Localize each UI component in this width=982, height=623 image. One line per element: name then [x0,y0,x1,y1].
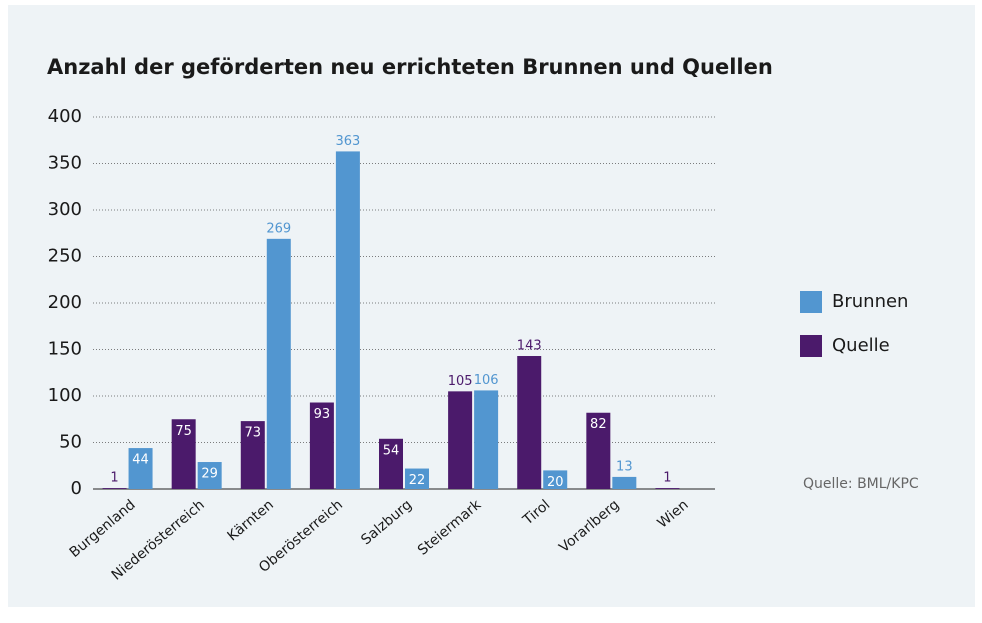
data-label: 82 [590,417,607,432]
data-label: 75 [175,424,192,439]
y-tick-label: 400 [48,106,82,127]
source-note: Quelle: BML/KPC [803,476,919,492]
y-tick-label: 350 [48,153,82,174]
bar [655,488,680,489]
legend-swatch [800,335,822,357]
y-tick-label: 100 [48,385,82,406]
bar [517,356,542,489]
bar [448,391,473,489]
data-label: 93 [314,407,331,422]
data-label: 1 [110,471,118,486]
data-label: 269 [266,221,291,236]
data-label: 143 [517,339,542,354]
bar [171,419,196,489]
data-label: 106 [474,373,499,388]
data-label: 22 [409,473,426,488]
data-label: 363 [335,134,360,149]
y-tick-label: 50 [59,432,82,453]
y-tick-label: 200 [48,292,82,313]
legend-label: Quelle [832,335,890,356]
bar [405,468,429,489]
legend-label: Brunnen [832,291,908,312]
data-label: 54 [383,443,400,458]
data-label: 29 [201,467,218,482]
bar [197,462,222,489]
bar [266,238,291,489]
data-label: 105 [448,374,473,389]
y-tick-label: 250 [48,246,82,267]
bar [240,421,265,489]
background [8,5,975,607]
chart-title: Anzahl der geförderten neu errichteten B… [47,55,773,79]
bar [474,390,499,489]
y-tick-label: 300 [48,199,82,220]
bar [102,488,127,489]
bar [379,438,403,489]
legend-swatch [800,291,822,313]
bar [586,412,611,489]
data-label: 1 [663,471,671,486]
bar [128,448,153,489]
bar [543,470,568,489]
data-label: 13 [616,459,633,474]
data-label: 44 [132,453,149,468]
y-tick-label: 150 [48,339,82,360]
bar [612,476,637,489]
bar [335,151,360,489]
data-label: 20 [547,475,564,490]
y-tick-label: 0 [71,478,82,499]
bar [309,402,334,489]
data-label: 73 [245,426,262,441]
